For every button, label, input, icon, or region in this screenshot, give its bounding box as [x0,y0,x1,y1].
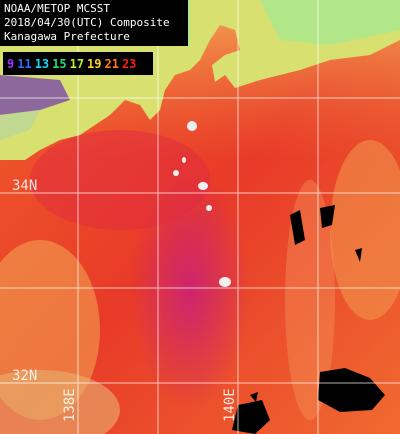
colorbar-label: 13 [35,57,49,71]
header-line: 2018/04/30(UTC) Composite [4,16,170,29]
colorbar-box [3,52,153,75]
cloud-mask [232,205,385,434]
colorbar-label: 11 [17,57,31,71]
colorbar: 9 11 13 15 17 19 21 23 [7,57,136,71]
colorbar-label: 21 [105,57,119,71]
lat-label: 34N [12,178,37,194]
lat-label: 32N [12,368,37,384]
colorbar-label: 17 [70,57,84,71]
header-line: Kanagawa Prefecture [4,30,130,43]
lon-label: 138E [62,388,78,422]
header-box [0,0,188,46]
colorbar-label: 19 [87,57,101,71]
header-line: NOAA/METOP MCSST [4,2,110,15]
colorbar-label: 15 [52,57,66,71]
colorbar-label: 9 [7,57,14,71]
lon-label: 140E [222,388,238,422]
colorbar-label: 23 [122,57,136,71]
